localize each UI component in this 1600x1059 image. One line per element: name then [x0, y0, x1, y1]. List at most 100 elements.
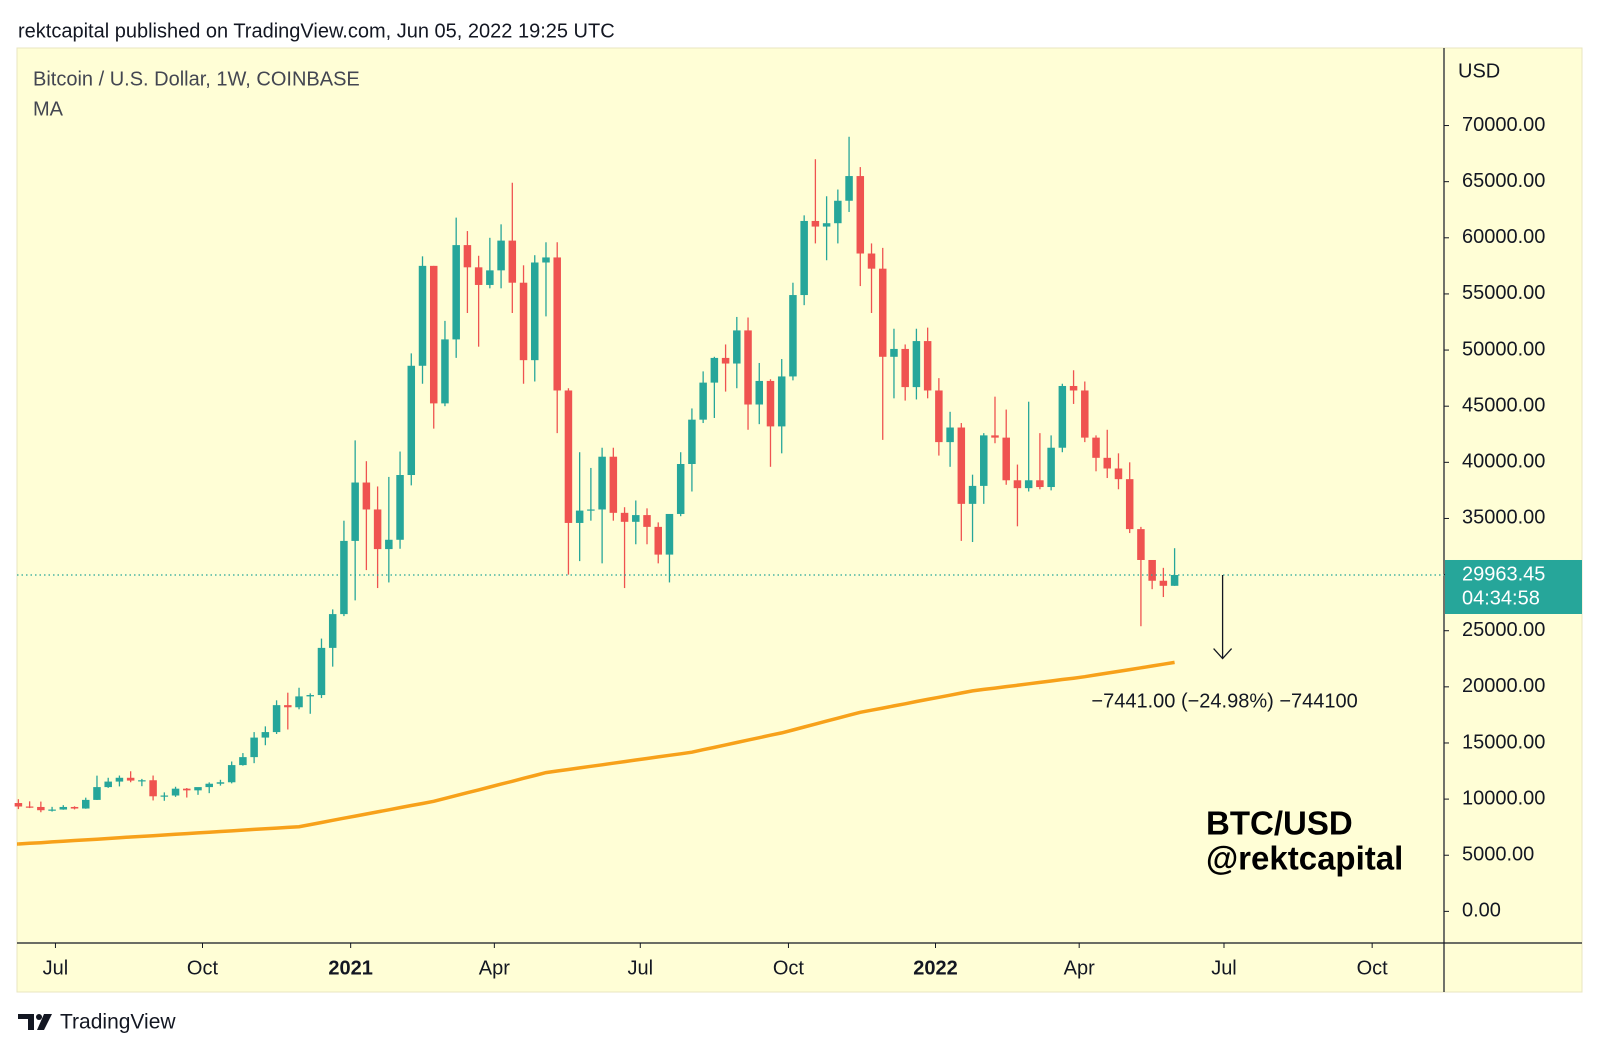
candle-body [856, 176, 865, 254]
candle-body [272, 705, 281, 733]
candle-body [48, 809, 56, 811]
x-tick-label: Oct [187, 957, 219, 979]
candle-body [1069, 385, 1078, 391]
candle-body [284, 705, 292, 708]
y-tick-label: 25000.00 [1462, 619, 1545, 641]
candle-body [845, 176, 853, 201]
candle-body [1137, 529, 1145, 560]
candle-body [665, 513, 674, 555]
countdown-label: 04:34:58 [1462, 587, 1540, 609]
candle-body [834, 200, 842, 224]
candle-body [777, 376, 786, 427]
candle-body [598, 456, 606, 510]
publish-header: rektcapital published on TradingView.com… [18, 20, 615, 42]
x-tick-label: Apr [479, 957, 510, 979]
candle-body [452, 245, 460, 340]
axis-unit: USD [1458, 60, 1500, 82]
candle-body [553, 257, 561, 391]
candle-body [70, 806, 79, 809]
candle-body [1036, 480, 1044, 488]
candle-body [385, 539, 393, 550]
candle-body [160, 795, 169, 797]
candle-body [1024, 480, 1033, 489]
candle-body [901, 348, 909, 388]
candle-body [676, 464, 685, 514]
symbol-title: Bitcoin / U.S. Dollar, 1W, COINBASE [33, 68, 360, 90]
candle-body [811, 220, 820, 227]
y-tick-label: 0.00 [1462, 900, 1501, 922]
candle-body [867, 253, 876, 269]
candle-body [800, 220, 808, 296]
candle-body [980, 435, 988, 486]
y-tick-label: 55000.00 [1462, 282, 1545, 304]
candle-body [1058, 385, 1067, 448]
candle-body [890, 348, 898, 357]
x-tick-label: Apr [1064, 957, 1095, 979]
candle-body [1092, 437, 1100, 458]
watermark: @rektcapital [1206, 840, 1403, 877]
candle-body [486, 270, 494, 285]
candle-body [497, 240, 505, 271]
candle-body [396, 475, 404, 540]
candle-body [328, 614, 337, 648]
y-tick-label: 60000.00 [1462, 226, 1545, 248]
candle-body [138, 780, 146, 782]
candle-body [822, 223, 831, 227]
candle-body [239, 757, 247, 766]
candle-body [699, 382, 707, 420]
measure-label: −7441.00 (−24.98%) −744100 [1091, 690, 1357, 712]
y-tick-label: 20000.00 [1462, 675, 1545, 697]
candle-body [1013, 480, 1022, 489]
candle-body [340, 540, 348, 615]
candle-body [957, 427, 966, 504]
candle-body [373, 509, 382, 550]
candle-body [1103, 457, 1111, 469]
candle-body [755, 380, 764, 405]
candle-body [295, 696, 303, 708]
indicator-name: MA [33, 98, 64, 120]
candle-body [418, 265, 427, 366]
candle-body [519, 282, 528, 361]
candle-body [1148, 559, 1156, 581]
x-tick-label: Jul [627, 957, 653, 979]
candle-body [474, 267, 483, 285]
last-price-label: 29963.45 [1462, 563, 1545, 585]
candle-body [632, 515, 640, 522]
watermark: BTC/USD [1206, 805, 1353, 842]
candle-body [104, 781, 112, 788]
candle-body [1002, 437, 1010, 481]
candle-body [946, 427, 954, 443]
y-tick-label: 15000.00 [1462, 731, 1545, 753]
y-tick-label: 70000.00 [1462, 114, 1545, 136]
x-tick-label: Jul [1211, 957, 1237, 979]
candle-body [317, 647, 326, 696]
y-tick-label: 45000.00 [1462, 394, 1545, 416]
candle-body [575, 510, 584, 523]
x-tick-label: Oct [773, 957, 805, 979]
candle-body [261, 732, 270, 738]
candle-body [923, 341, 932, 391]
chart-background [16, 47, 1583, 993]
x-tick-label: 2022 [913, 957, 958, 979]
candle-body [542, 257, 550, 263]
candle-body [587, 509, 595, 511]
candle-body [216, 782, 225, 784]
candle-body [991, 435, 999, 438]
candle-body [654, 526, 662, 555]
y-tick-label: 50000.00 [1462, 338, 1545, 360]
last-price-box [1445, 559, 1582, 614]
candle-body [194, 787, 202, 791]
y-tick-label: 10000.00 [1462, 787, 1545, 809]
x-tick-label: 2021 [328, 957, 373, 979]
y-tick-label: 40000.00 [1462, 451, 1545, 473]
candle-body [306, 695, 315, 697]
candle-body [171, 788, 180, 796]
candle-body [149, 780, 157, 797]
candle-body [789, 295, 797, 377]
candle-body [429, 265, 438, 404]
candle-body [609, 456, 618, 513]
candle-body [721, 357, 730, 364]
candle-body [351, 482, 359, 541]
candle-body [766, 380, 775, 427]
